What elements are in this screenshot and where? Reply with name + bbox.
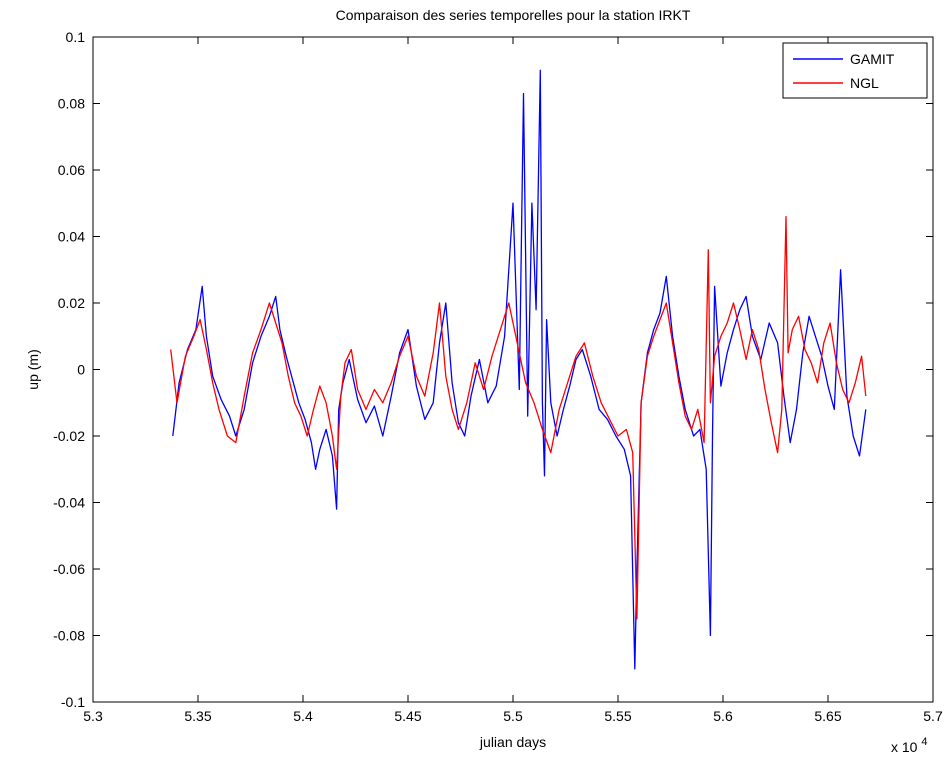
legend: GAMIT NGL: [782, 42, 928, 99]
x-axis-label: julian days: [479, 734, 546, 750]
x-tick-label: 5.4: [293, 708, 313, 724]
legend-label-ngl: NGL: [850, 75, 879, 91]
legend-label-gamit: GAMIT: [850, 51, 895, 67]
x-tick-label: 5.65: [814, 708, 841, 724]
x-tick-label: 5.3: [83, 708, 103, 724]
series-line-gamit: [172, 69, 867, 670]
x-tick-label: 5.55: [604, 708, 631, 724]
y-tick-label: -0.06: [53, 561, 85, 577]
y-tick-label: -0.02: [53, 428, 85, 444]
y-tick-label: 0.02: [58, 295, 85, 311]
x-tick-label: 5.45: [394, 708, 421, 724]
x-tick-label: 5.35: [184, 708, 211, 724]
x-axis-exponent-power: 4: [921, 736, 927, 748]
y-tick-label: 0.08: [58, 96, 85, 112]
y-tick-label: 0: [77, 362, 85, 378]
y-tick-label: -0.04: [53, 495, 85, 511]
y-tick-label: -0.1: [61, 694, 85, 710]
axis-ticks: 5.3 5.35 5.4 5.45 5.5 5.55 5.6 5.65 5.7 -0.1 -0.08…: [53, 29, 943, 724]
y-tick-label: -0.08: [53, 628, 85, 644]
y-axis-label: up (m): [25, 349, 41, 389]
x-axis-exponent: x 10 4: [891, 736, 927, 755]
x-axis-exponent-base: x 10: [891, 739, 918, 755]
series-line-ngl: [170, 215, 867, 620]
x-tick-label: 5.6: [713, 708, 733, 724]
x-tick-label: 5.5: [503, 708, 523, 724]
legend-frame: [782, 42, 928, 99]
y-tick-label: 0.1: [66, 29, 86, 45]
x-tick-label: 5.7: [923, 708, 943, 724]
chart-title: Comparaison des series temporelles pour …: [336, 7, 691, 23]
y-tick-label: 0.06: [58, 162, 85, 178]
y-tick-label: 0.04: [58, 229, 85, 245]
